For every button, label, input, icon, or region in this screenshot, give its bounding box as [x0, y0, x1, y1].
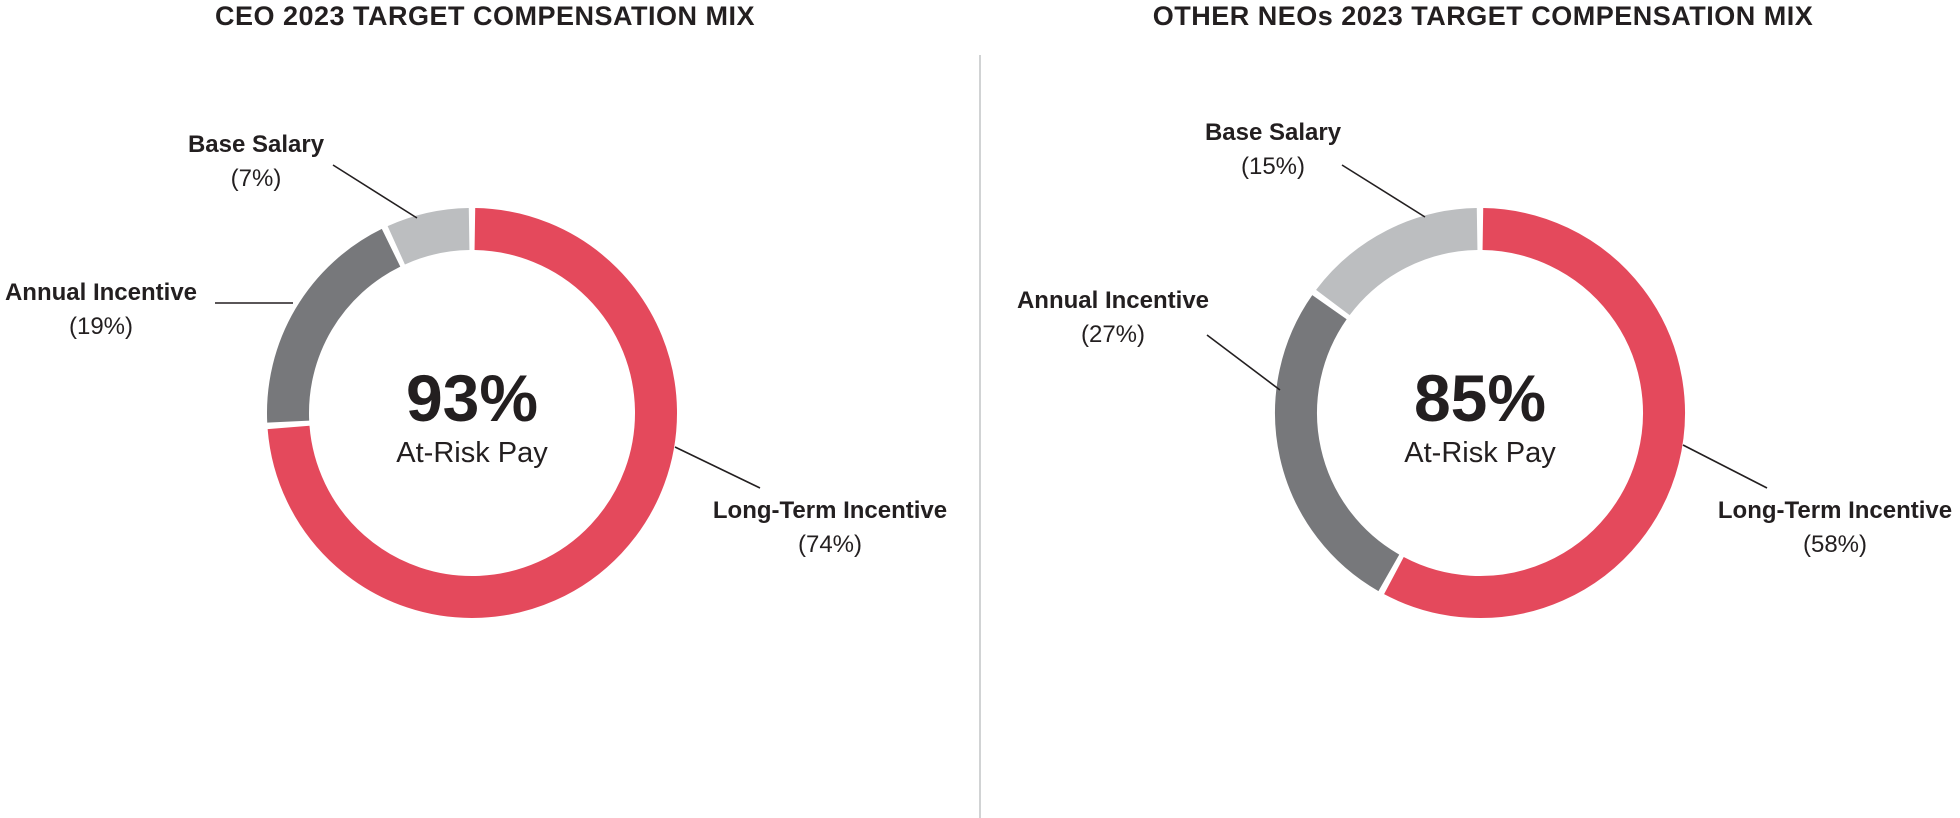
label-leader-line: [1682, 444, 1768, 489]
ceo-annual-incentive-label: Annual Incentive (19%): [5, 276, 197, 344]
segment-pct: (19%): [68, 313, 134, 340]
vertical-divider: [979, 55, 981, 818]
segment-pct: (74%): [797, 531, 863, 558]
at-risk-pay-label: At-Risk Pay: [1404, 437, 1556, 469]
label-leader-line: [1206, 334, 1281, 391]
label-leader-line: [1341, 164, 1426, 218]
donut-segment-annual-incentive: [1275, 295, 1400, 592]
label-leader-line: [674, 446, 761, 489]
segment-pct: (15%): [1240, 153, 1306, 180]
ceo-chart-title: CEO 2023 TARGET COMPENSATION MIX: [214, 1, 756, 31]
other-neos-chart-title: OTHER NEOs 2023 TARGET COMPENSATION MIX: [1152, 1, 1814, 31]
neos-annual-incentive-label: Annual Incentive (27%): [1017, 284, 1209, 352]
donut-segment-annual-incentive: [267, 228, 401, 423]
segment-label: Annual Incentive: [4, 279, 198, 306]
donut-segment-base-salary: [387, 208, 470, 265]
at-risk-pay-value: 85%: [1413, 361, 1547, 435]
segment-pct: (7%): [230, 165, 282, 192]
segment-label: Long-Term Incentive: [712, 497, 948, 524]
segment-pct: (58%): [1802, 531, 1868, 558]
segment-pct: (27%): [1080, 321, 1146, 348]
segment-label: Base Salary: [1204, 119, 1342, 146]
segment-label: Base Salary: [187, 131, 325, 158]
neos-base-salary-label: Base Salary (15%): [1205, 116, 1341, 184]
segment-label: Long-Term Incentive: [1717, 497, 1953, 524]
neos-long-term-incentive-label: Long-Term Incentive (58%): [1718, 494, 1952, 562]
segment-label: Annual Incentive: [1016, 287, 1210, 314]
donut-segment-base-salary: [1316, 208, 1478, 316]
at-risk-pay-value: 93%: [405, 361, 539, 435]
ceo-at-risk-pay-summary: 93% At-Risk Pay: [396, 361, 548, 476]
ceo-base-salary-label: Base Salary (7%): [188, 128, 324, 196]
donut-segment-long-term-incentive: [1384, 208, 1685, 618]
at-risk-pay-label: At-Risk Pay: [396, 437, 548, 469]
ceo-long-term-incentive-label: Long-Term Incentive (74%): [713, 494, 947, 562]
donut-segment-long-term-incentive: [267, 208, 677, 618]
neos-at-risk-pay-summary: 85% At-Risk Pay: [1404, 361, 1556, 476]
label-leader-line: [332, 164, 418, 219]
